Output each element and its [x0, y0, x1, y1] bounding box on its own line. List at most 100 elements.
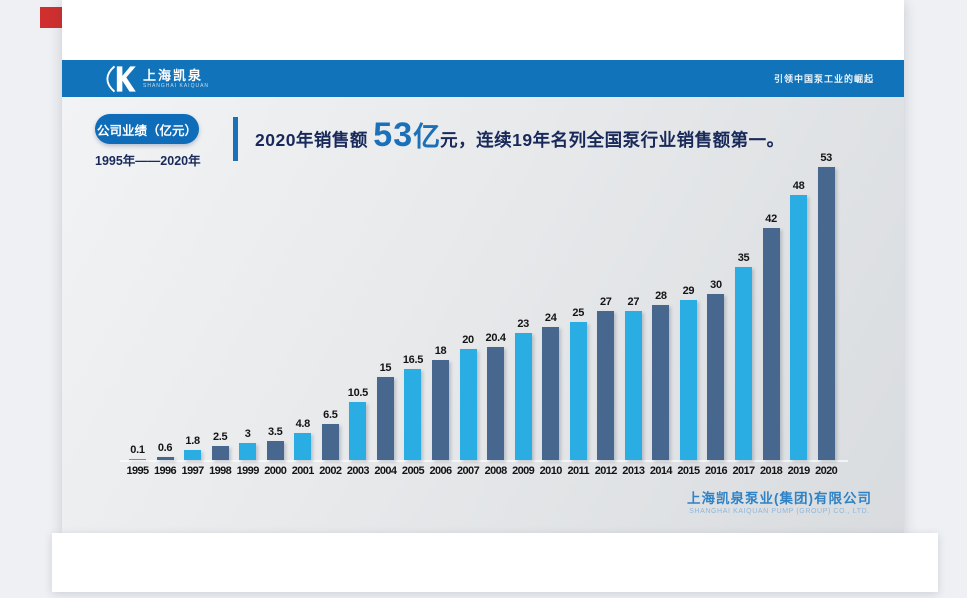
bar-group-2004: 15 2004: [372, 362, 399, 477]
bar-year-label: 2006: [429, 465, 452, 477]
logo-cn: 上海凯泉: [143, 67, 204, 83]
red-marker: [40, 7, 62, 28]
bar-chart: 0.1 1995 0.6 1996 1.8 1997 2.5 1998 3 1999 3.5 2000…: [124, 152, 840, 477]
bar-2004: [376, 377, 394, 460]
kaiquan-logo-icon: [106, 65, 136, 92]
bar-value-label: 6.5: [323, 409, 338, 421]
bar-group-2005: 16.5 2005: [399, 354, 426, 477]
bar-group-2013: 27 2013: [620, 296, 647, 477]
bar-year-label: 1998: [209, 465, 232, 477]
bar-2015: [679, 300, 697, 460]
bar-2008: [487, 347, 505, 460]
bar-year-label: 1996: [154, 465, 177, 477]
bar-year-label: 2009: [512, 465, 535, 477]
bar-group-1998: 2.5 1998: [207, 431, 234, 477]
headline-big-number: 53: [373, 116, 414, 154]
bar-year-label: 2014: [649, 465, 673, 477]
bar-value-label: 20: [462, 334, 474, 346]
bar-year-label: 2005: [401, 465, 425, 477]
bar-group-2015: 29 2015: [675, 285, 702, 477]
bar-1997: [184, 450, 202, 460]
bar-group-2020: 53 2020: [813, 152, 840, 477]
bar-2018: [762, 228, 780, 460]
bar-year-label: 2017: [732, 465, 755, 477]
slide-body: 公司业绩（亿元） 1995年——2020年 2020年销售额 53亿元，连续19…: [62, 97, 904, 533]
bar-group-1995: 0.1 1995: [124, 444, 151, 477]
logo-en: SHANGHAI KAIQUAN: [143, 82, 210, 89]
bar-value-label: 53: [820, 152, 832, 164]
bar-value-label: 27: [627, 296, 640, 308]
chart-title-badge-label: 公司业绩（亿元）: [96, 123, 197, 138]
bar-year-label: 2013: [622, 465, 645, 477]
headline-big-unit: 亿: [413, 122, 441, 152]
bar-group-2019: 48 2019: [785, 180, 812, 477]
bar-2011: [569, 322, 587, 460]
bar-value-label: 18: [434, 345, 447, 357]
bar-2006: [432, 360, 450, 460]
bar-value-label: 3.5: [268, 426, 283, 438]
bar-year-label: 2002: [319, 465, 342, 477]
bar-value-label: 25: [572, 307, 585, 319]
bar-2017: [735, 267, 753, 460]
bar-group-2001: 4.8 2001: [289, 418, 316, 477]
bar-value-label: 0.1: [130, 444, 145, 456]
bar-value-label: 27: [599, 296, 612, 308]
bar-value-label: 0.6: [157, 442, 173, 454]
bar-group-2016: 30 2016: [702, 279, 729, 477]
bar-value-label: 28: [655, 290, 667, 302]
bar-value-label: 23: [517, 318, 529, 330]
chart-period-label: 1995年——2020年: [95, 154, 201, 168]
bar-1998: [211, 446, 229, 460]
bar-2012: [597, 311, 615, 460]
bar-2020: [817, 167, 835, 460]
bar-value-label: 20.4: [485, 332, 507, 344]
bar-value-label: 3: [244, 428, 251, 440]
bar-year-label: 2020: [815, 465, 838, 477]
bar-value-label: 29: [682, 285, 695, 297]
bar-year-label: 2015: [677, 465, 700, 477]
bar-value-label: 15: [379, 362, 392, 374]
footer-company-en: SHANGHAI KAIQUAN PUMP (GROUP) CO., LTD.: [689, 507, 870, 515]
bar-2007: [459, 349, 477, 460]
bar-group-2011: 25 2011: [565, 307, 592, 477]
bar-group-2007: 20 2007: [455, 334, 482, 477]
bar-group-1997: 1.8 1997: [179, 435, 206, 477]
bar-group-2006: 18 2006: [427, 345, 454, 477]
headline-suffix: 元，连续19年名列全国泵行业销售额第一。: [440, 130, 785, 150]
bar-year-label: 2004: [374, 465, 397, 477]
bar-value-label: 4.8: [295, 418, 311, 430]
bar-group-2002: 6.5 2002: [317, 409, 344, 477]
bar-2014: [652, 305, 670, 460]
bar-value-label: 2.5: [212, 431, 228, 443]
bar-value-label: 30: [710, 279, 722, 291]
bar-year-label: 2010: [539, 465, 563, 477]
bar-group-2018: 42 2018: [758, 213, 785, 477]
bar-group-2000: 3.5 2000: [262, 426, 289, 477]
bar-group-1999: 3 1999: [234, 428, 261, 477]
bar-year-label: 1997: [181, 465, 205, 477]
header-band: 上海凯泉 SHANGHAI KAIQUAN 引领中国泵工业的崛起: [62, 60, 904, 97]
bar-2003: [349, 402, 367, 460]
bar-year-label: 2019: [787, 465, 811, 477]
bar-value-label: 1.8: [185, 435, 200, 447]
company-logo: 上海凯泉 SHANGHAI KAIQUAN: [104, 64, 209, 94]
bar-value-label: 24: [544, 312, 557, 324]
chart-title-badge: 公司业绩（亿元）: [95, 114, 199, 144]
bar-2002: [321, 424, 339, 460]
bar-year-label: 2003: [346, 465, 370, 477]
bar-year-label: 2000: [264, 465, 287, 477]
bar-year-label: 2016: [704, 465, 728, 477]
presentation-slide: 上海凯泉 SHANGHAI KAIQUAN 引领中国泵工业的崛起 公司业绩（亿元…: [62, 0, 904, 533]
bar-2005: [404, 369, 422, 460]
bar-value-label: 48: [792, 180, 805, 192]
bar-2009: [514, 333, 532, 460]
bar-group-2009: 23 2009: [510, 318, 537, 477]
bar-value-label: 42: [765, 213, 777, 225]
bar-year-label: 1995: [126, 465, 149, 477]
bar-1995: [129, 459, 146, 460]
chart-baseline: [120, 460, 848, 462]
bar-year-label: 2008: [484, 465, 508, 477]
bar-year-label: 2007: [457, 465, 480, 477]
bar-2010: [542, 327, 560, 460]
bar-group-2017: 35 2017: [730, 252, 757, 477]
